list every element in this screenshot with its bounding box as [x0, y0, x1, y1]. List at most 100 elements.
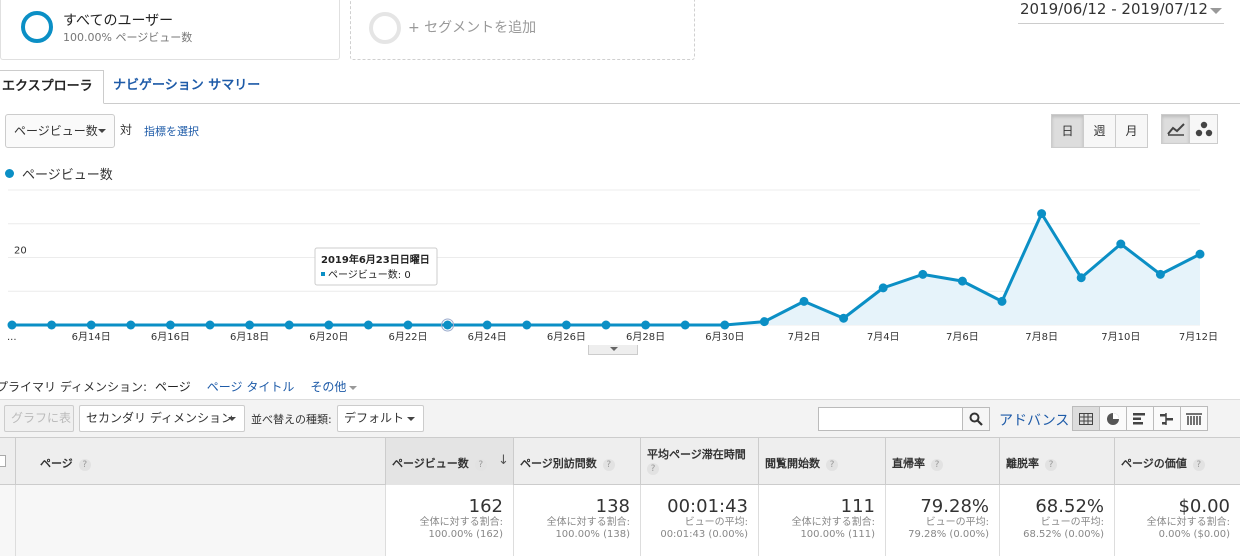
pie-view-button[interactable]	[1099, 406, 1127, 431]
data-point	[86, 320, 96, 330]
data-point	[1195, 249, 1205, 259]
chevron-down-icon	[349, 385, 358, 390]
header-page[interactable]: ページ?	[15, 438, 385, 485]
summary-note: 全体に対する割合:	[419, 517, 503, 528]
data-point	[1155, 269, 1165, 279]
pageviews-chart[interactable]: 20 40... 6月14日 6月16日 6月18日 6月20日 6月22日 6月24日 6月2…	[0, 186, 1240, 346]
period-week-button[interactable]: 週	[1083, 114, 1116, 148]
comparison-view-button[interactable]	[1153, 406, 1181, 431]
summary-note: 全体に対する割合:	[546, 517, 630, 528]
x-tick-label: 6月30日	[705, 331, 744, 343]
x-tick-label: 7月2日	[788, 331, 821, 343]
header-page-value-label: ページの価値	[1121, 457, 1187, 470]
summary-note: 全体に対する割合:	[1146, 517, 1230, 528]
help-icon[interactable]: ?	[826, 459, 838, 471]
data-point	[245, 320, 255, 330]
secondary-dimension-dropdown[interactable]: セカンダリ ディメンション	[79, 405, 245, 432]
table-view-toggle	[1072, 406, 1208, 431]
choose-metric-link[interactable]: 指標を選択	[144, 125, 199, 138]
header-avg-time-label: 平均ページ滞在時間	[647, 448, 746, 461]
date-range-picker[interactable]: 2019/06/12 - 2019/07/12	[1018, 0, 1224, 24]
header-bounce-rate[interactable]: 直帰率?	[885, 438, 999, 485]
segment-ring-icon	[21, 11, 53, 43]
help-icon[interactable]: ?	[647, 463, 659, 475]
chart-collapse-handle[interactable]	[588, 345, 638, 355]
dimension-page-title-link[interactable]: ページ タイトル	[206, 380, 295, 394]
data-point	[165, 320, 175, 330]
header-page-value[interactable]: ページの価値?	[1114, 438, 1240, 485]
period-month-button[interactable]: 月	[1115, 114, 1148, 148]
metric-dropdown[interactable]: ページビュー数	[5, 114, 115, 148]
table-summary-row: 162 全体に対する割合: 100.00% (162) 138 全体に対する割合…	[0, 485, 1240, 556]
header-avg-time[interactable]: 平均ページ滞在時間 ?	[640, 438, 758, 485]
chart-type-toggle	[1161, 114, 1218, 144]
tooltip-swatch	[321, 272, 325, 276]
legend-dot-icon	[5, 169, 14, 178]
dimension-other-link[interactable]: その他	[310, 378, 358, 395]
summary-bounce-rate: 79.28% ビューの平均: 79.28% (0.00%)	[885, 485, 999, 556]
period-day-button[interactable]: 日	[1051, 114, 1084, 148]
help-icon[interactable]: ?	[1192, 459, 1205, 471]
data-point	[878, 283, 888, 293]
help-icon[interactable]: ?	[602, 459, 615, 471]
table-view-button[interactable]	[1072, 406, 1100, 431]
summary-note: 100.00% (111)	[800, 529, 875, 540]
header-exit-rate[interactable]: 離脱率?	[999, 438, 1114, 485]
data-point	[522, 320, 532, 330]
plot-rows-button[interactable]: グラフに表示	[4, 405, 74, 450]
data-point	[205, 320, 215, 330]
secondary-dimension-label: セカンダリ ディメンション	[86, 411, 233, 425]
data-point	[957, 276, 967, 286]
sort-type-value: デフォルト	[344, 411, 405, 425]
sort-type-dropdown[interactable]: デフォルト	[337, 405, 424, 432]
data-point	[799, 296, 809, 306]
help-icon[interactable]: ?	[78, 459, 91, 471]
select-all-checkbox[interactable]	[0, 455, 6, 467]
pivot-view-button[interactable]	[1180, 406, 1208, 431]
line-chart-button[interactable]	[1161, 114, 1190, 144]
header-pageviews[interactable]: ページビュー数? ↓	[385, 438, 513, 485]
empty-segment-ring-icon	[369, 12, 401, 44]
bar-view-button[interactable]	[1126, 406, 1154, 431]
summary-note: 79.28% (0.00%)	[908, 529, 989, 540]
x-tick-label: 6月16日	[151, 331, 190, 343]
segment-all-users[interactable]: すべてのユーザー 100.00% ページビュー数	[0, 0, 340, 60]
segment-subtitle: 100.00% ページビュー数	[63, 31, 193, 44]
tab-explorer[interactable]: エクスプローラ	[0, 70, 104, 104]
help-icon[interactable]: ?	[931, 459, 943, 471]
add-segment-label: + セグメントを追加	[408, 20, 537, 36]
dimension-other-label: その他	[310, 380, 347, 394]
hover-point	[441, 318, 455, 332]
search-button[interactable]	[962, 407, 990, 431]
summary-exit-rate: 68.52% ビューの平均: 68.52% (0.00%)	[999, 485, 1114, 556]
sort-desc-icon: ↓	[498, 453, 509, 468]
y-tick-label: 20	[14, 246, 27, 257]
table-search-input[interactable]	[818, 407, 963, 431]
pie-view-icon	[1107, 412, 1119, 425]
data-point	[1076, 273, 1086, 283]
summary-page-cell	[15, 485, 385, 556]
data-point	[1116, 239, 1126, 249]
summary-value: 111	[840, 496, 875, 517]
x-tick-label: 7月12日	[1179, 331, 1218, 343]
help-icon[interactable]: ?	[474, 459, 487, 471]
motion-chart-button[interactable]	[1189, 114, 1218, 144]
x-tick-label: 6月22日	[388, 331, 427, 343]
advanced-filter-link[interactable]: アドバンス	[999, 413, 1070, 429]
data-point	[7, 320, 17, 330]
header-unique-pageviews[interactable]: ページ別訪問数?	[513, 438, 640, 485]
summary-pageviews: 162 全体に対する割合: 100.00% (162)	[385, 485, 513, 556]
add-segment-button[interactable]: + セグメントを追加	[350, 0, 695, 60]
summary-note: ビューの平均:	[1040, 517, 1104, 528]
search-icon	[969, 412, 983, 426]
help-icon[interactable]: ?	[1045, 459, 1057, 471]
table-header: ページ? ページビュー数? ↓ ページ別訪問数? 平均ページ滞在時間 ? 閲覧開…	[0, 437, 1240, 485]
data-point	[759, 317, 769, 327]
data-point	[641, 320, 651, 330]
x-tick-label: 6月28日	[626, 331, 665, 343]
x-tick-label: 6月14日	[72, 331, 111, 343]
header-entrances[interactable]: 閲覧開始数?	[758, 438, 885, 485]
metric-dropdown-label: ページビュー数	[14, 124, 98, 138]
tab-navigation-summary[interactable]: ナビゲーション サマリー	[113, 78, 261, 93]
table-toolbar: グラフに表示 セカンダリ ディメンション 並べ替えの種類: デフォルト アドバン…	[0, 399, 1240, 450]
